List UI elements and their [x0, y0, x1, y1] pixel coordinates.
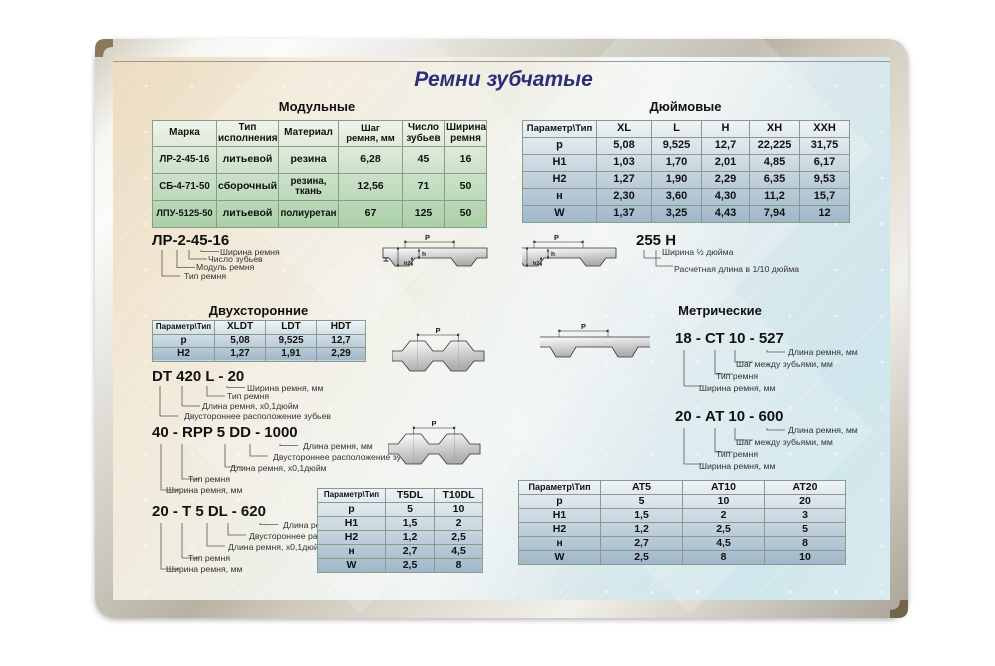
svg-text:P: P — [435, 326, 440, 335]
svg-text:P: P — [425, 233, 430, 242]
svg-text:h: h — [422, 251, 426, 258]
svg-text:h2: h2 — [404, 261, 410, 267]
svg-text:H: H — [384, 257, 391, 262]
svg-text:h2: h2 — [533, 261, 539, 267]
svg-text:P: P — [581, 322, 586, 331]
svg-text:P: P — [431, 419, 436, 428]
svg-text:P: P — [554, 233, 559, 242]
svg-text:h: h — [551, 251, 555, 258]
